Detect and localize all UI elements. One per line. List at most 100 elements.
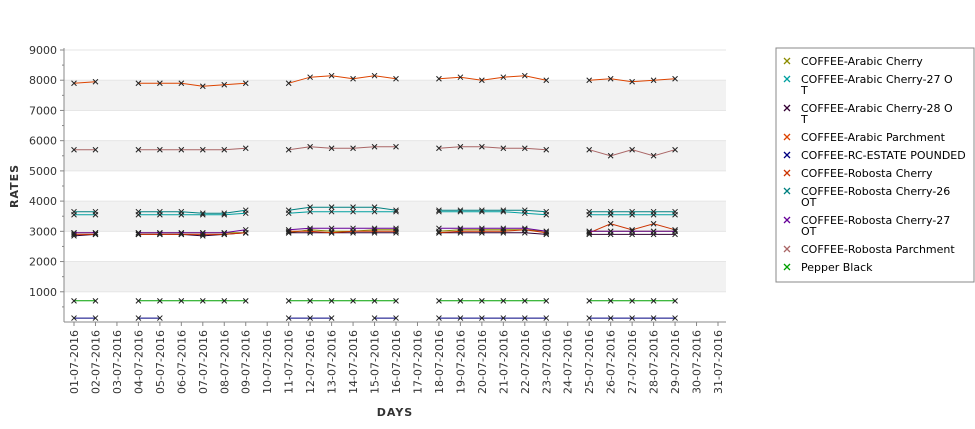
legend-item: COFFEE-Robosta Parchment — [783, 243, 955, 256]
data-point — [242, 80, 249, 87]
data-point — [500, 207, 507, 214]
data-point — [157, 229, 163, 236]
data-point — [178, 297, 185, 304]
data-point — [436, 145, 442, 152]
x-tick-label: 21-07-2016 — [497, 330, 510, 394]
legend-item: COFFEE-Robosta Cherry-26 OT — [783, 185, 950, 209]
y-tick-label: 3000 — [29, 225, 57, 238]
legend-marker-icon — [783, 57, 791, 65]
y-tick-label: 8000 — [29, 74, 57, 87]
x-tick-label: 25-07-2016 — [583, 330, 596, 394]
data-point — [92, 229, 99, 236]
data-point — [350, 145, 356, 152]
data-point — [457, 207, 464, 214]
y-axis-title: RATES — [8, 164, 21, 208]
grid-band — [64, 80, 726, 111]
legend-marker-icon — [783, 245, 791, 253]
data-point — [135, 297, 142, 304]
data-point — [285, 207, 292, 214]
data-point — [607, 315, 614, 321]
y-tick-label: 2000 — [29, 256, 57, 269]
y-tick-label: 5000 — [29, 165, 57, 178]
data-point — [436, 225, 442, 232]
x-tick-label: 01-07-2016 — [68, 330, 81, 394]
data-point — [242, 145, 249, 152]
data-point — [586, 228, 593, 235]
data-point — [178, 208, 185, 215]
data-point — [650, 228, 657, 235]
data-point — [242, 297, 249, 304]
x-tick-label: 10-07-2016 — [261, 330, 274, 394]
data-point — [629, 208, 635, 215]
x-tick-label: 03-07-2016 — [111, 330, 124, 394]
series-line — [74, 146, 676, 157]
data-point — [543, 146, 550, 153]
series-line — [73, 232, 676, 237]
data-point — [521, 297, 528, 304]
data-point — [457, 143, 464, 150]
data-point — [393, 143, 399, 150]
x-tick-label: 23-07-2016 — [540, 330, 553, 394]
data-point — [479, 225, 485, 232]
legend-item: COFFEE-Arabic Cherry — [783, 55, 923, 68]
series-7 — [71, 204, 678, 217]
data-point — [371, 204, 378, 211]
data-point — [221, 229, 228, 236]
x-tick-label: 24-07-2016 — [562, 330, 575, 394]
legend-item: Pepper Black — [783, 261, 873, 274]
data-point — [457, 225, 464, 232]
data-point — [586, 77, 593, 84]
series-4 — [71, 72, 678, 90]
data-point — [543, 208, 550, 215]
x-tick-label: 16-07-2016 — [390, 330, 403, 394]
data-point — [71, 229, 77, 236]
data-point — [328, 225, 335, 232]
data-point — [672, 297, 678, 304]
legend-item: COFFEE-Robosta Cherry-27 OT — [783, 214, 950, 238]
legend-label: COFFEE-Robosta Parchment — [801, 243, 955, 256]
data-point — [307, 204, 313, 211]
data-point — [157, 146, 163, 153]
data-point — [285, 146, 292, 153]
data-point — [178, 146, 185, 153]
data-point — [479, 143, 485, 150]
data-point — [350, 204, 356, 211]
data-point — [371, 297, 378, 304]
legend-marker-icon — [783, 151, 791, 159]
data-point — [607, 208, 614, 215]
x-tick-label: 26-07-2016 — [605, 330, 618, 394]
data-point — [350, 225, 356, 232]
y-tick-label: 1000 — [29, 286, 57, 299]
data-point — [71, 315, 77, 321]
data-point — [71, 297, 77, 304]
data-point — [157, 208, 163, 215]
data-point — [307, 74, 313, 81]
data-point — [221, 297, 228, 304]
data-point — [371, 315, 378, 321]
data-point — [135, 146, 142, 153]
x-tick-label: 14-07-2016 — [347, 330, 360, 394]
data-point — [500, 315, 507, 321]
grid-band — [64, 261, 726, 292]
series-line — [74, 223, 676, 235]
x-tick-label: 12-07-2016 — [304, 330, 317, 394]
data-point — [650, 77, 657, 84]
data-point — [457, 74, 464, 81]
data-point — [650, 152, 657, 159]
data-point — [71, 146, 77, 153]
y-tick-label: 6000 — [29, 135, 57, 148]
x-tick-label: 27-07-2016 — [626, 330, 639, 394]
data-point — [285, 226, 292, 233]
data-point — [479, 207, 485, 214]
legend: COFFEE-Arabic Cherry COFFEE-Arabic Cherry… — [775, 47, 975, 283]
data-point — [285, 315, 292, 321]
data-point — [500, 74, 507, 81]
data-point — [350, 75, 356, 82]
data-point — [543, 228, 550, 235]
data-point — [650, 208, 657, 215]
legend-item: COFFEE-RC-ESTATE POUNDED — [783, 149, 966, 162]
data-point — [92, 208, 99, 215]
data-point — [586, 208, 593, 215]
data-point — [135, 229, 142, 236]
